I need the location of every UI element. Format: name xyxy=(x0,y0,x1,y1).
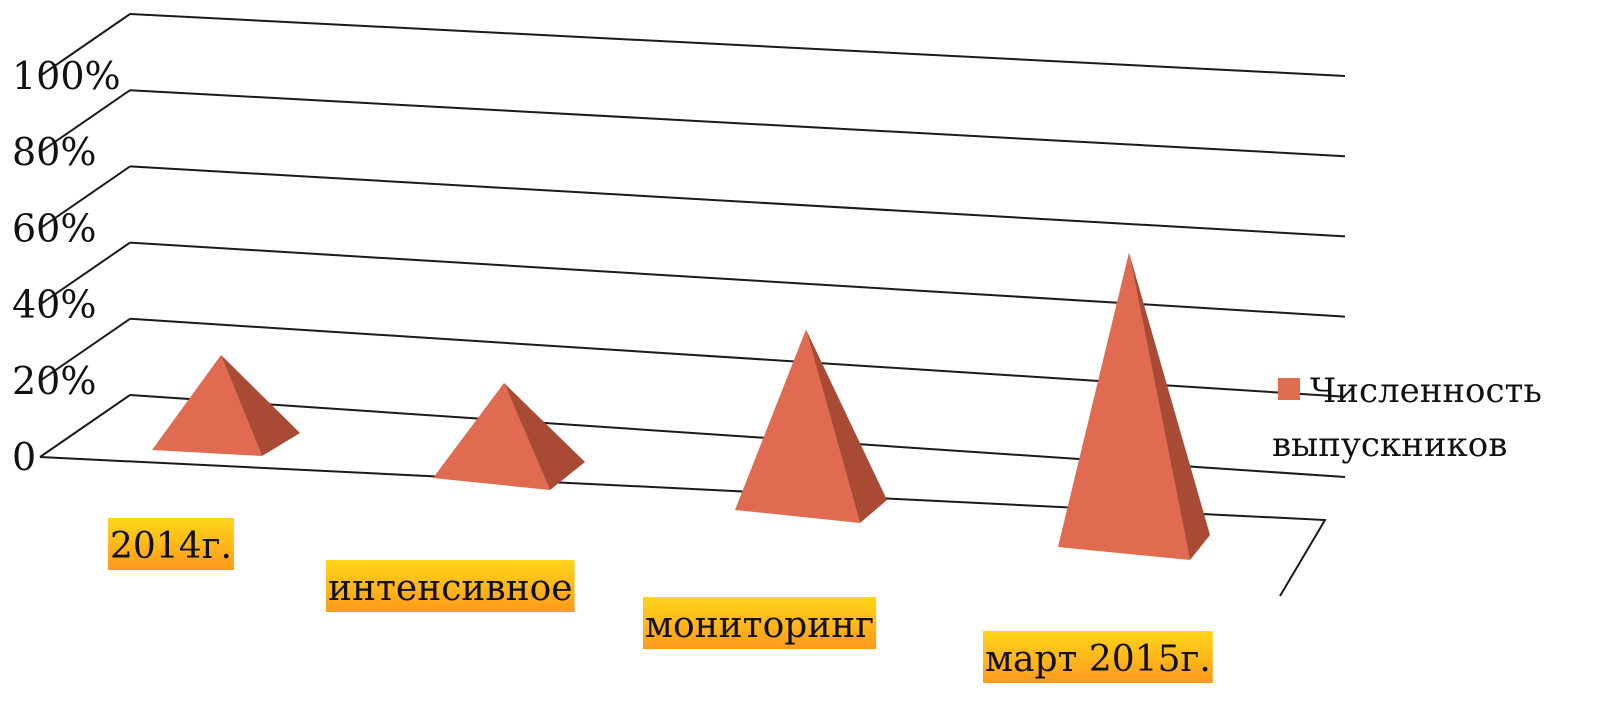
pyramid-side-face xyxy=(1129,252,1210,560)
pyramid-front-face xyxy=(735,329,860,523)
legend-label-line-1: Численность xyxy=(1310,371,1542,411)
gridline xyxy=(129,13,1346,77)
legend: Численность выпускников xyxy=(1272,371,1542,465)
category-label-background xyxy=(643,597,877,649)
category-label-text: 2014г. xyxy=(110,526,232,567)
y-tick-label: 60% xyxy=(12,206,96,250)
pyramid-front-face xyxy=(1058,252,1190,560)
gridline-side xyxy=(39,241,131,306)
pyramid-front-face xyxy=(152,355,262,456)
pyramid-side-face xyxy=(504,383,585,490)
y-axis-ticks: 0 20% 40% 60% 80% 100% xyxy=(12,54,121,479)
pyramid-series xyxy=(152,252,1210,560)
category-label-text: интенсивное xyxy=(328,568,573,609)
gridline xyxy=(129,89,1346,158)
category-label: интенсивное xyxy=(326,560,575,612)
y-tick-label: 80% xyxy=(12,130,96,174)
gridline-side xyxy=(39,89,131,154)
gridline-side xyxy=(39,165,131,230)
legend-label-line-2: выпускников xyxy=(1272,425,1507,465)
gridline xyxy=(129,165,1346,238)
gridline xyxy=(129,241,1346,318)
category-label: мониторинг xyxy=(643,597,877,649)
category-label: 2014г. xyxy=(108,518,234,570)
gridline-side xyxy=(39,394,131,458)
y-tick-label: 100% xyxy=(12,54,121,98)
category-labels: 2014г. интенсивное мониторинг март 2015г. xyxy=(108,518,1213,683)
category-label: март 2015г. xyxy=(983,631,1213,683)
y-tick-label: 40% xyxy=(12,283,96,327)
category-label-text: март 2015г. xyxy=(985,639,1211,680)
legend-marker xyxy=(1278,378,1300,400)
pyramid-side-face xyxy=(806,329,887,523)
y-tick-label: 0 xyxy=(12,435,36,479)
category-label-background xyxy=(108,518,234,570)
pyramid-front-face xyxy=(433,383,550,490)
gridline-side xyxy=(39,13,131,77)
category-label-background xyxy=(983,631,1213,683)
gridline-side xyxy=(39,317,131,382)
pyramid-side-face xyxy=(221,355,300,456)
category-label-background xyxy=(326,560,575,612)
category-label-text: мониторинг xyxy=(645,605,874,646)
y-tick-label: 20% xyxy=(12,359,96,403)
